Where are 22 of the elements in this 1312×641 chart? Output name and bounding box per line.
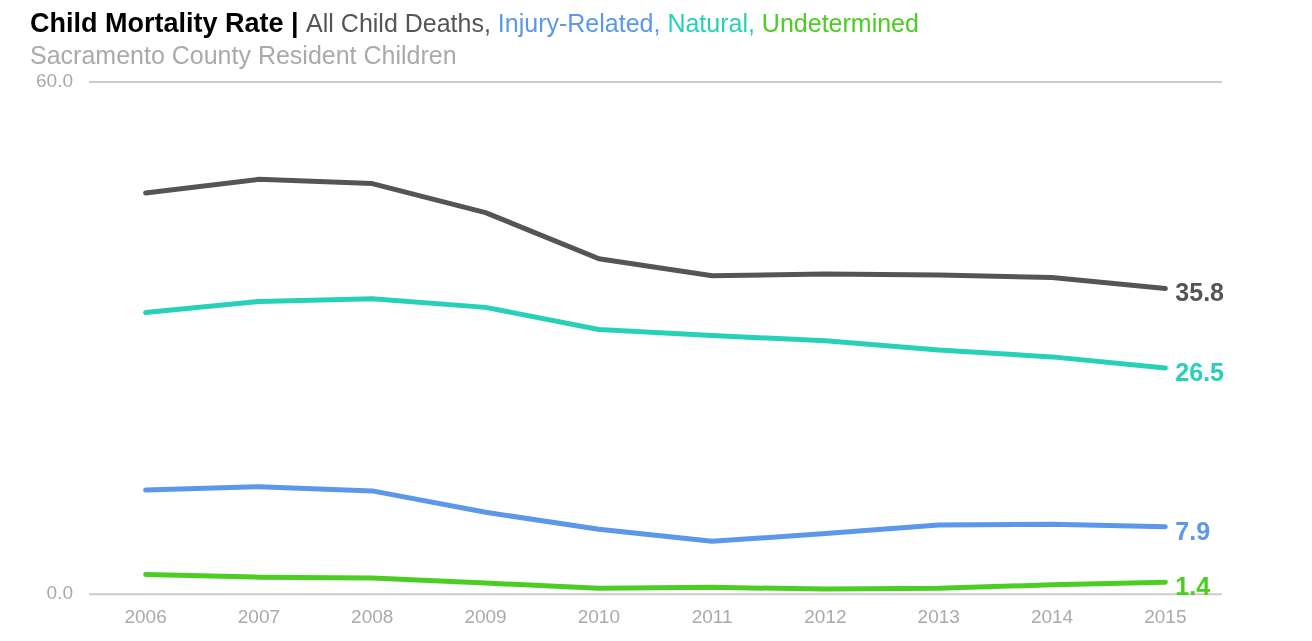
text: Injury-Related,: [497, 9, 662, 37]
x-tick-label: 2006: [124, 605, 167, 627]
text: Undetermined: [761, 9, 919, 37]
x-tick-label: 2010: [577, 605, 620, 627]
data-label: 7.9: [1175, 516, 1211, 545]
chart-subtitle: Sacramento County Resident Children: [30, 41, 458, 70]
chart-title: Child Mortality Rate |: [30, 8, 299, 38]
text: Natural,: [667, 9, 756, 37]
x-tick-label: 2012: [804, 605, 847, 627]
x-tick-label: 2015: [1144, 605, 1187, 627]
data-label: 26.5: [1175, 357, 1225, 386]
x-tick-label: 2008: [351, 605, 394, 627]
x-tick-label: 2007: [237, 605, 281, 627]
text: All Child Deaths,: [306, 9, 492, 37]
y-tick-label: 60.0: [36, 70, 73, 92]
x-tick-label: 2011: [691, 605, 733, 627]
x-tick-label: 2013: [917, 605, 960, 627]
y-tick-label: 0.0: [46, 582, 73, 604]
x-tick-label: 2014: [1030, 605, 1074, 627]
x-tick-label: 2009: [464, 605, 507, 627]
data-label: 1.4: [1175, 572, 1211, 601]
data-label: 35.8: [1175, 278, 1225, 307]
